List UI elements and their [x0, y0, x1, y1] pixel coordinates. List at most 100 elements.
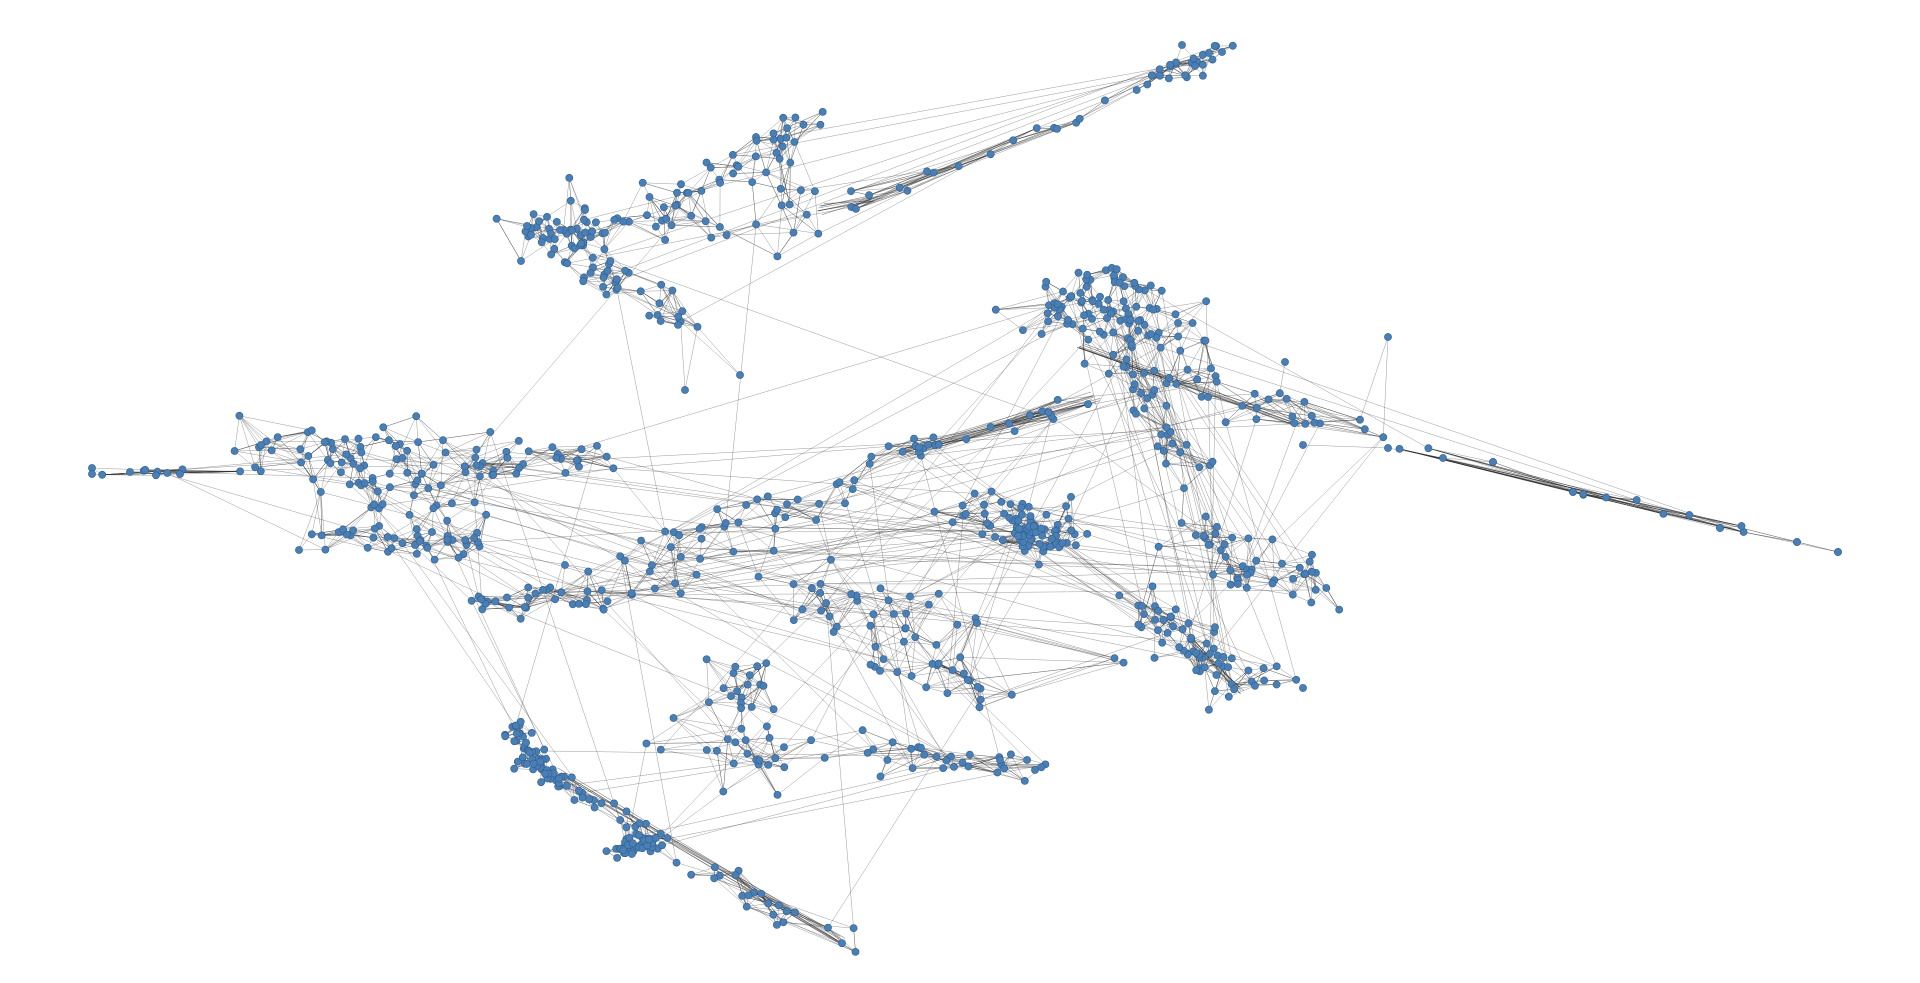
graph-edge [966, 415, 1052, 440]
graph-edge [446, 502, 475, 521]
graph-edge [819, 488, 853, 505]
graph-edge [353, 530, 874, 615]
graph-edge [701, 190, 712, 238]
graph-edge [957, 624, 1115, 659]
graph-edge [1182, 437, 1384, 630]
graph-edge [995, 302, 1055, 310]
graph-edge [953, 766, 998, 773]
graph-edge [102, 459, 328, 476]
graph-edge [1256, 398, 1287, 420]
graph-edge [1207, 396, 1226, 423]
graph-edge [1246, 583, 1273, 589]
graph-edge [706, 659, 742, 704]
graph-edge [550, 587, 587, 601]
graph-edge [649, 571, 681, 594]
graph-edge [1141, 605, 1159, 631]
graph-edge [726, 232, 794, 236]
graph-edge [660, 749, 734, 764]
graph-edge [980, 632, 1168, 700]
graph-edge [936, 622, 978, 646]
graph-edge [1181, 522, 1216, 534]
graph-edge [1263, 667, 1297, 681]
graph-edge [661, 284, 698, 328]
graph-edge [810, 625, 871, 741]
graph-edge [670, 546, 1248, 570]
graph-edge [719, 875, 747, 907]
graph-edge [431, 508, 434, 533]
graph-edge [341, 439, 346, 463]
graph-edge [1084, 363, 1127, 368]
graph-edge [1104, 75, 1161, 101]
graph-edge [1158, 322, 1193, 334]
graph-edge [640, 291, 658, 316]
graph-edge [905, 295, 1072, 614]
graph-edge [777, 232, 794, 257]
graph-edge [1154, 650, 1184, 659]
graph-edge [325, 528, 375, 550]
graph-edge [1201, 375, 1216, 397]
graph-edge [869, 438, 915, 465]
graph-edge [239, 415, 302, 463]
graph-edge [428, 452, 446, 489]
graph-edge [1036, 100, 1105, 129]
graph-edge [583, 281, 607, 295]
graph-edge [409, 484, 416, 515]
graph-edge [646, 742, 736, 744]
graph-edge [905, 593, 939, 614]
graph-edge [642, 182, 678, 194]
graph-edge [571, 245, 1054, 420]
graph-edge [909, 526, 1036, 597]
graph-edge [1237, 577, 1273, 584]
graph-edge [673, 717, 728, 740]
graph-edge [793, 583, 821, 594]
graph-edge [774, 512, 817, 521]
graph-edge [447, 514, 487, 537]
graph-edge [1304, 401, 1365, 430]
graph-edge [769, 737, 812, 741]
graph-edge [836, 625, 871, 627]
graph-edge [745, 739, 778, 796]
graph-edge [870, 625, 906, 629]
graph-edge [482, 607, 510, 610]
graph-edge [234, 450, 256, 468]
graph-edge [735, 742, 776, 759]
graph-edge [952, 330, 1139, 671]
graph-edge [777, 205, 782, 257]
graph-edge [1022, 323, 1068, 331]
graph-edge [758, 576, 794, 621]
graph-edge [733, 172, 767, 174]
graph-edge [1180, 322, 1193, 351]
graph-edge [495, 506, 1029, 602]
graph-edge [1311, 415, 1365, 430]
graph-edge [871, 451, 919, 457]
graph-edge [740, 702, 774, 710]
graph-edge [428, 488, 1124, 663]
graph-edge [646, 702, 710, 744]
graph-edge [672, 290, 679, 317]
graph-edge [603, 609, 769, 766]
graph-edge [387, 551, 417, 555]
graph-edge [415, 416, 419, 443]
graph-edge [442, 440, 476, 458]
graph-edge [947, 692, 1012, 695]
graph-edge [1084, 363, 1109, 374]
graph-edge [968, 756, 1000, 767]
graph-edge [1076, 89, 1137, 123]
graph-edge [1205, 340, 1212, 369]
graph-edge [725, 512, 776, 524]
graph-edge [516, 473, 1305, 575]
graph-edge [464, 466, 493, 476]
graph-edge [1663, 513, 1742, 527]
graph-edge [675, 205, 720, 228]
graph-edge [520, 587, 529, 619]
graph-edge [824, 730, 863, 759]
graph-edge [1158, 301, 1207, 333]
graph-edge [909, 593, 939, 597]
graph-edge [239, 415, 267, 442]
graph-edge [1141, 383, 1177, 394]
graph-edge [515, 445, 598, 726]
graph-edge [938, 593, 958, 625]
graph-edge [777, 757, 825, 796]
graph-edge [409, 514, 433, 533]
graph-edge [714, 878, 754, 893]
